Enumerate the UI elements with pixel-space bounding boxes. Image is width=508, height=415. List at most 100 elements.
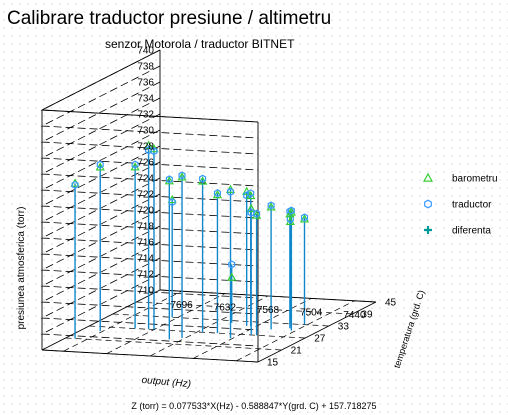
z-gridline bbox=[40, 65, 259, 139]
y-gridline bbox=[65, 337, 282, 351]
y-tick-label: 39 bbox=[361, 310, 373, 321]
z-tick-label: 730 bbox=[137, 126, 154, 137]
z-tick-label: 732 bbox=[137, 110, 154, 121]
chart-floor bbox=[41, 289, 377, 363]
data-markers bbox=[70, 140, 310, 281]
z-tick-label: 710 bbox=[137, 286, 154, 297]
z-axis-label: presiunea atmosferica (torr) bbox=[16, 207, 27, 330]
z-tick-label: 716 bbox=[137, 238, 154, 249]
chart-subtitle: senzor Motorola / traductor BITNET bbox=[105, 37, 295, 51]
barometru-point bbox=[251, 210, 262, 219]
traductor-point bbox=[71, 180, 79, 190]
legend-label-diferenta: diferenta bbox=[452, 226, 491, 237]
y-gridline bbox=[159, 289, 377, 303]
traductor-point bbox=[213, 189, 221, 198]
x-gridline bbox=[63, 290, 182, 352]
z-tick-label: 728 bbox=[137, 142, 154, 153]
traductor-point bbox=[178, 171, 186, 180]
traductor-point bbox=[267, 201, 275, 210]
traductor-point bbox=[253, 209, 261, 218]
traductor-point bbox=[300, 213, 309, 222]
y-tick-label: 15 bbox=[267, 358, 279, 369]
barometru-point bbox=[227, 272, 237, 281]
y-gridline bbox=[136, 301, 353, 315]
chart-footer-equation: Z (torr) = 0.077533*X(Hz) - 0.588847*Y(g… bbox=[131, 401, 376, 411]
z-gridline bbox=[40, 273, 259, 347]
z-gridline bbox=[40, 241, 259, 315]
z-tick-label: 736 bbox=[137, 78, 154, 89]
wall-edge bbox=[257, 301, 377, 363]
z-gridline bbox=[40, 193, 259, 267]
z-gridline bbox=[40, 177, 259, 251]
z-gridline bbox=[40, 97, 259, 171]
y-tick-label: 27 bbox=[314, 334, 326, 345]
z-gridline bbox=[40, 161, 259, 235]
z-tick-label: 724 bbox=[137, 174, 154, 185]
legend-label-barometru: barometru bbox=[452, 174, 498, 185]
x-tick-label: 7440 bbox=[343, 310, 366, 321]
y-gridline bbox=[89, 325, 306, 339]
traductor-point bbox=[247, 189, 255, 198]
z-gridline bbox=[40, 113, 259, 187]
traductor-point bbox=[150, 147, 158, 156]
traductor-point bbox=[168, 198, 176, 207]
barometru-point bbox=[266, 202, 276, 211]
y-tick-label: 33 bbox=[338, 322, 350, 333]
z-tick-label: 722 bbox=[137, 190, 154, 201]
z-tick-label: 726 bbox=[137, 158, 154, 169]
z-tick-label: 740 bbox=[137, 46, 154, 57]
z-tick-label: 734 bbox=[137, 94, 154, 105]
z-gridline bbox=[40, 49, 259, 123]
legend-marker-traductor bbox=[424, 199, 432, 209]
y-tick-label: 45 bbox=[385, 298, 397, 309]
x-gridline bbox=[236, 300, 355, 362]
traductor-point bbox=[199, 174, 207, 183]
barometru-point bbox=[212, 189, 223, 199]
x-gridline bbox=[106, 293, 225, 354]
traductor-point bbox=[228, 260, 236, 269]
legend-marker-barometru bbox=[422, 172, 434, 182]
traductor-point bbox=[247, 208, 255, 217]
x-tick-label: 7504 bbox=[300, 307, 323, 318]
barometru-point bbox=[299, 214, 310, 223]
x-gridline bbox=[149, 295, 269, 357]
traductor-point bbox=[131, 160, 139, 169]
traductor-point bbox=[226, 187, 235, 196]
legend-marker-diferenta bbox=[424, 226, 432, 234]
chart-title: Calibrare traductor presiune / altimetru bbox=[7, 8, 331, 29]
x-tick-label: 7632 bbox=[214, 303, 237, 314]
x-tick-label: 7696 bbox=[170, 300, 193, 311]
z-gridline bbox=[40, 81, 259, 155]
z-tick-label: 720 bbox=[137, 206, 154, 217]
legend: barometru traductor diferenta bbox=[422, 172, 498, 237]
x-axis-label: output (Hz) bbox=[141, 375, 191, 390]
z-tick-label: 718 bbox=[137, 222, 154, 233]
z-gridline bbox=[40, 209, 259, 283]
y-gridline bbox=[41, 349, 259, 363]
barometru-point bbox=[246, 203, 256, 213]
y-tick-label: 21 bbox=[291, 346, 303, 357]
x-tick-label: 7568 bbox=[257, 305, 280, 316]
traductor-point bbox=[165, 175, 173, 184]
axis-tick-labels: 710 712 714 716 718 720 722 724 726 728 730 732 734 7… bbox=[137, 46, 396, 369]
z-tick-label: 738 bbox=[137, 62, 154, 73]
z-gridline bbox=[40, 225, 259, 299]
z-gridline bbox=[40, 257, 259, 331]
z-tick-label: 714 bbox=[137, 254, 154, 265]
traductor-point bbox=[287, 206, 295, 215]
barometru-point bbox=[143, 140, 154, 149]
barometru-point bbox=[177, 172, 187, 181]
y-gridline bbox=[112, 313, 329, 327]
z-gridline bbox=[40, 145, 259, 219]
y-axis-label: temperatura (grd. C) bbox=[392, 289, 427, 370]
z-gridline bbox=[40, 129, 259, 203]
legend-label-traductor: traductor bbox=[452, 200, 492, 211]
wall-edge bbox=[41, 289, 161, 351]
z-tick-label: 712 bbox=[137, 270, 154, 281]
barometru-point bbox=[164, 176, 174, 185]
traductor-point bbox=[96, 160, 104, 169]
data-stems bbox=[74, 145, 306, 340]
traductor-point bbox=[286, 214, 294, 224]
barometru-point bbox=[286, 207, 296, 216]
